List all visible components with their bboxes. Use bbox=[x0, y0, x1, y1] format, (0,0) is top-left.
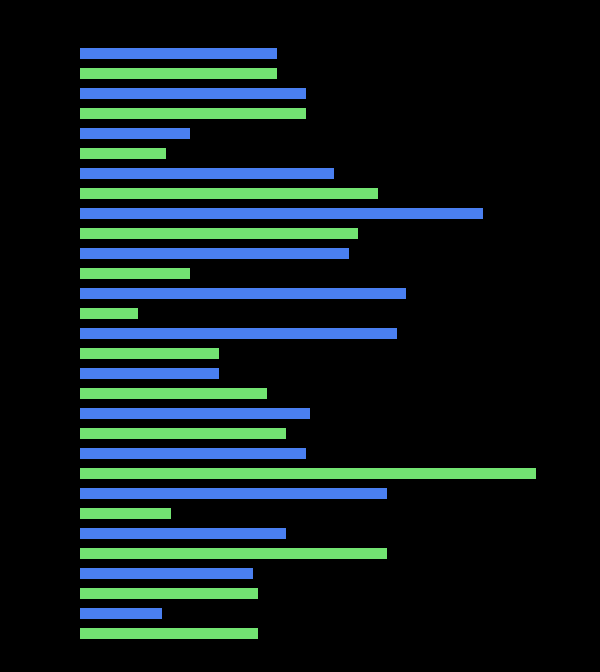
bar-25 bbox=[80, 548, 387, 559]
bar-9 bbox=[80, 228, 358, 239]
bar-5 bbox=[80, 148, 166, 159]
horizontal-bar-chart bbox=[80, 48, 560, 648]
bar-28 bbox=[80, 608, 162, 619]
bar-1 bbox=[80, 68, 277, 79]
bar-2 bbox=[80, 88, 306, 99]
bar-24 bbox=[80, 528, 286, 539]
bar-26 bbox=[80, 568, 253, 579]
bar-22 bbox=[80, 488, 387, 499]
bar-10 bbox=[80, 248, 349, 259]
bar-23 bbox=[80, 508, 171, 519]
bar-6 bbox=[80, 168, 334, 179]
bar-3 bbox=[80, 108, 306, 119]
bar-19 bbox=[80, 428, 286, 439]
bar-18 bbox=[80, 408, 310, 419]
bar-13 bbox=[80, 308, 138, 319]
bar-14 bbox=[80, 328, 397, 339]
bar-4 bbox=[80, 128, 190, 139]
bar-8 bbox=[80, 208, 483, 219]
bar-27 bbox=[80, 588, 258, 599]
bar-21 bbox=[80, 468, 536, 479]
bar-15 bbox=[80, 348, 219, 359]
bar-16 bbox=[80, 368, 219, 379]
bar-17 bbox=[80, 388, 267, 399]
bar-20 bbox=[80, 448, 306, 459]
bar-0 bbox=[80, 48, 277, 59]
bar-12 bbox=[80, 288, 406, 299]
bar-29 bbox=[80, 628, 258, 639]
bar-7 bbox=[80, 188, 378, 199]
bar-11 bbox=[80, 268, 190, 279]
